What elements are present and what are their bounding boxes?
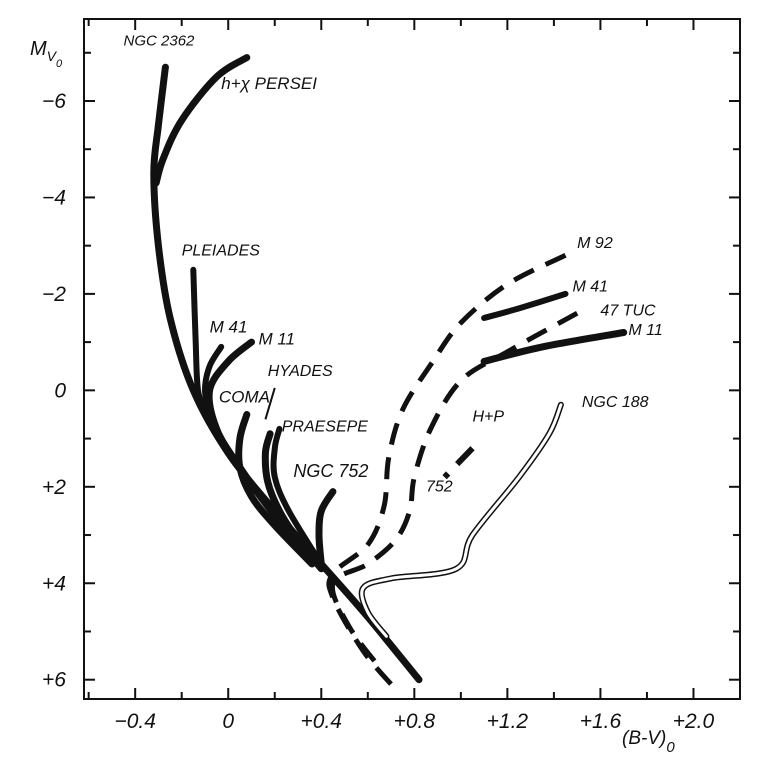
- x-axis-label: (B-V)0: [622, 728, 675, 756]
- series-m-11-giant: [480, 329, 628, 365]
- label-m-11: M 11: [628, 322, 662, 339]
- label-m-11: M 11: [258, 330, 295, 349]
- series-752: [442, 446, 475, 480]
- y-tick-label: +6: [42, 669, 66, 692]
- series-ngc-188: [360, 403, 563, 638]
- axis-ticks: [84, 19, 740, 699]
- label-pleiades: PLEIADES: [182, 242, 261, 259]
- x-tick-label: +1.6: [580, 710, 622, 733]
- label-hyades: HYADES: [268, 363, 333, 380]
- label-h-p: H+P: [472, 409, 504, 426]
- label-ngc-2362: NGC 2362: [124, 33, 196, 50]
- series-hyades: [261, 430, 325, 573]
- y-tick-label: −6: [42, 90, 66, 113]
- x-tick-label: +0.8: [394, 710, 436, 733]
- x-tick-label: −0.4: [114, 710, 155, 733]
- series-47-tuc: [329, 311, 579, 672]
- label-ngc-752: NGC 752: [293, 461, 368, 481]
- y-axis-label: MV0: [30, 38, 63, 70]
- series-coma: [235, 411, 316, 568]
- x-tick-label: +0.4: [301, 710, 342, 733]
- label-praesepe: PRAESEPE: [282, 418, 369, 435]
- y-tick-labels: −6 −4 −2 0 +2 +4 +6: [42, 90, 66, 692]
- label-coma: COMA: [219, 387, 270, 406]
- plot-frame: [83, 18, 741, 700]
- series-m-11: [205, 338, 314, 563]
- x-tick-label: 0: [222, 710, 234, 733]
- label-m-41: M 41: [210, 317, 248, 336]
- series-pleiades: [190, 266, 208, 413]
- x-tick-label: +1.2: [487, 710, 529, 733]
- x-tick-label: +2.0: [673, 710, 715, 733]
- y-tick-label: +4: [42, 572, 66, 595]
- y-tick-label: −4: [42, 186, 66, 209]
- series-ngc-752: [315, 488, 337, 568]
- series-ngc-2362: [150, 63, 423, 684]
- series-h-persei: [152, 54, 251, 187]
- hyades-pointer-line: [264, 387, 276, 420]
- cluster-labels: NGC 2362 h+χ PERSEI PLEIADES M 41 M 11 COMA HY…: [124, 33, 663, 496]
- series-m-92: [326, 253, 567, 692]
- y-tick-label: −2: [42, 283, 66, 306]
- label-m-92: M 92: [577, 235, 613, 252]
- series-praesepe: [270, 425, 325, 567]
- series-m-41-giant: [481, 290, 569, 321]
- y-tick-label: +2: [42, 476, 66, 499]
- label-m-41: M 41: [573, 278, 609, 295]
- label-752: 752: [426, 479, 453, 496]
- label-47-tuc: 47 TUC: [600, 303, 656, 320]
- label-ngc-188: NGC 188: [582, 394, 649, 411]
- x-tick-labels: −0.4 0 +0.4 +0.8 +1.2 +1.6 +2.0: [114, 710, 714, 733]
- cluster-sequences: [150, 54, 628, 692]
- label-h-persei: h+χ PERSEI: [221, 74, 317, 93]
- y-tick-label: 0: [54, 379, 66, 402]
